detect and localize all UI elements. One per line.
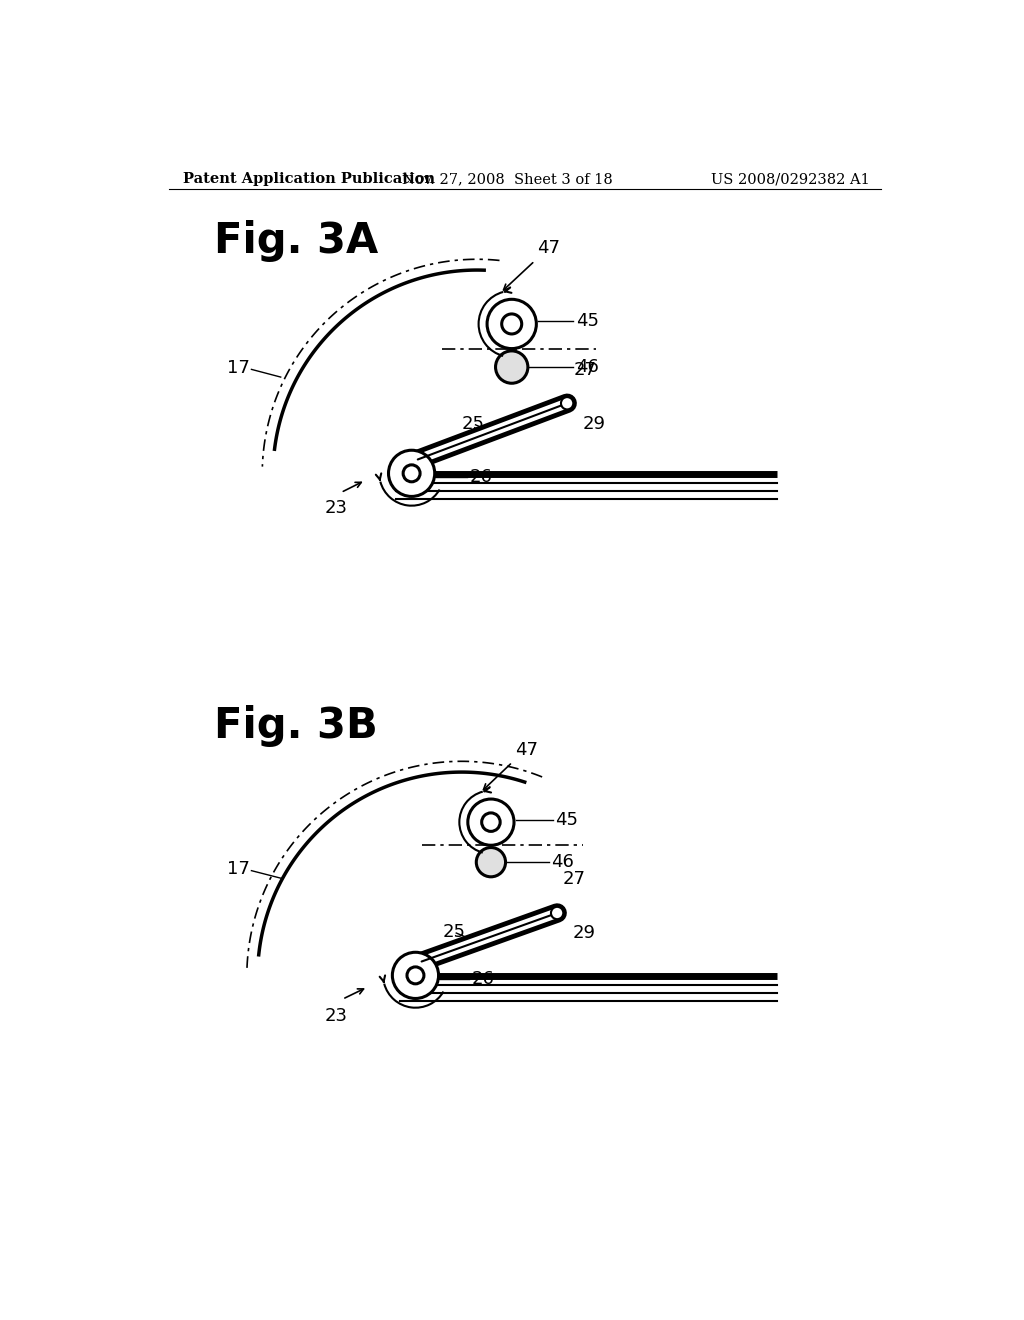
Text: 17: 17 xyxy=(227,359,250,376)
Text: 45: 45 xyxy=(555,810,578,829)
Circle shape xyxy=(388,450,435,496)
Text: Patent Application Publication: Patent Application Publication xyxy=(183,172,435,186)
Text: 29: 29 xyxy=(572,924,596,941)
Circle shape xyxy=(407,966,424,983)
Text: Fig. 3B: Fig. 3B xyxy=(214,705,378,747)
Text: Nov. 27, 2008  Sheet 3 of 18: Nov. 27, 2008 Sheet 3 of 18 xyxy=(402,172,613,186)
Text: 23: 23 xyxy=(325,1007,347,1024)
Circle shape xyxy=(561,397,573,409)
Circle shape xyxy=(481,813,500,832)
Text: 17: 17 xyxy=(227,861,250,878)
Text: US 2008/0292382 A1: US 2008/0292382 A1 xyxy=(711,172,869,186)
Text: 45: 45 xyxy=(575,312,599,330)
Text: 46: 46 xyxy=(551,853,573,871)
Circle shape xyxy=(392,952,438,998)
Text: 23: 23 xyxy=(325,499,347,516)
Text: 25: 25 xyxy=(442,923,466,941)
Text: 26: 26 xyxy=(469,469,493,486)
Text: 27: 27 xyxy=(562,870,586,888)
Text: 29: 29 xyxy=(583,414,605,433)
Circle shape xyxy=(551,907,563,919)
Text: 27: 27 xyxy=(573,360,596,379)
Text: 26: 26 xyxy=(472,970,495,989)
Circle shape xyxy=(468,799,514,845)
Circle shape xyxy=(476,847,506,876)
Text: 46: 46 xyxy=(575,358,598,376)
Text: 47: 47 xyxy=(515,741,538,759)
Text: 47: 47 xyxy=(538,239,560,257)
Circle shape xyxy=(496,351,528,383)
Circle shape xyxy=(487,300,537,348)
Text: 25: 25 xyxy=(462,414,484,433)
Circle shape xyxy=(502,314,521,334)
Circle shape xyxy=(403,465,420,482)
Text: Fig. 3A: Fig. 3A xyxy=(214,220,378,261)
